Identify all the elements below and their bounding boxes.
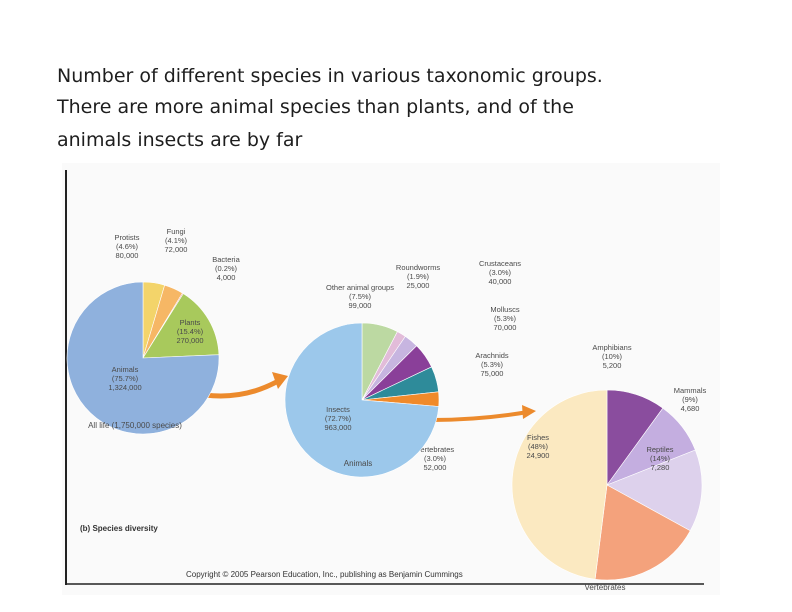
slice-percent: (7.5%) [349,292,372,301]
slice-percent: (15.4%) [177,327,204,336]
title-line: There are more animal species than plant… [56,96,574,118]
slice-label: Mammals [674,386,707,395]
arrow [431,410,529,422]
slice-count: 4,000 [217,273,236,282]
title-line: Number of different species in various t… [57,65,603,87]
slice-percent: (4.6%) [116,242,139,251]
slice-percent: (14%) [650,454,671,463]
slice-label: Fishes [527,433,549,442]
pie-caption: All life (1,750,000 species) [88,421,182,430]
slice-label: Arachnids [475,351,509,360]
copyright: Copyright © 2005 Pearson Education, Inc.… [186,570,463,579]
slice-label: Protists [114,233,139,242]
slice-count: 80,000 [116,251,139,260]
slice-label: Amphibians [592,343,631,352]
slice-percent: (1.9%) [407,272,430,281]
slice-label: Insects [326,405,350,414]
slice-percent: (10%) [602,352,623,361]
slice-count: 1,324,000 [108,383,141,392]
slice-percent: (4.1%) [165,236,188,245]
slice-percent: (0.2%) [215,264,238,273]
slice-count: 24,900 [527,451,550,460]
slice-label: Roundworms [396,263,440,272]
slice-count: 25,000 [407,281,430,290]
slice-count: 40,000 [489,277,512,286]
title-line: animals insects are by far [57,129,303,151]
pie-slice [606,449,703,532]
slice-count: 7,280 [651,463,670,472]
pie-slice [594,484,691,581]
pie-caption: Animals [344,459,372,468]
slice-count: 70,000 [494,323,517,332]
slice-label: Bacteria [212,255,240,264]
slice-percent: (9%) [682,395,698,404]
pie-slice [66,281,220,435]
slice-label: Plants [180,318,201,327]
pie-caption: Vertebrates [585,583,626,592]
pie-slice [284,322,440,478]
slice-label: Molluscs [490,305,519,314]
slice-percent: (48%) [528,442,549,451]
slice-count: 99,000 [349,301,372,310]
slice-label: Animals [112,365,139,374]
slice-label: Fungi [167,227,186,236]
slice-count: 963,000 [324,423,351,432]
slice-percent: (3.0%) [489,268,512,277]
slice-percent: (5.3%) [494,314,517,323]
slice-percent: (5.3%) [481,360,504,369]
slice-count: 4,680 [681,404,700,413]
arrow-head [272,372,288,389]
slice-count: 270,000 [176,336,203,345]
slice-label: Vertebrates [416,445,455,454]
slice-label: Other animal groups [326,283,394,292]
pie-slice [511,389,608,580]
arrow-head [522,405,536,419]
slice-percent: (3.0%) [424,454,447,463]
slice-percent: (72.7%) [325,414,352,423]
pie-slice [142,293,220,359]
slice-count: 52,000 [424,463,447,472]
slice-count: 72,000 [165,245,188,254]
slice-percent: (75.7%) [112,374,139,383]
arrow [204,377,282,399]
panel-label: (b) Species diversity [80,524,158,533]
slice-count: 75,000 [481,369,504,378]
slice-count: 5,200 [603,361,622,370]
slice-label: Reptiles [646,445,673,454]
slice-label: Crustaceans [479,259,521,268]
